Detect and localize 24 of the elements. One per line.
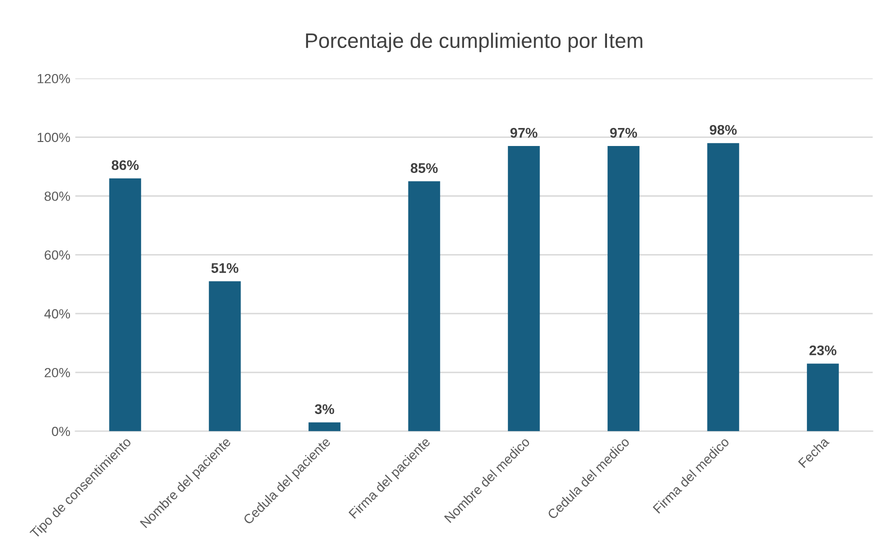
bar <box>208 281 241 432</box>
data-label: 97% <box>510 128 538 138</box>
chart-title: Porcentaje de cumplimiento por Item <box>306 32 642 52</box>
data-label: 86% <box>112 160 139 170</box>
data-label: 97% <box>610 128 638 138</box>
bar <box>109 178 142 432</box>
bar <box>508 146 540 432</box>
y-tick-label: 0% <box>52 426 70 436</box>
bar <box>308 422 340 432</box>
y-tick-label: 100% <box>38 132 70 142</box>
bar <box>408 181 440 432</box>
y-tick-label: 60% <box>44 250 70 260</box>
y-tick-label: 80% <box>44 192 70 201</box>
y-tick-label: 120% <box>38 74 70 84</box>
bar <box>806 364 839 432</box>
data-label: 51% <box>211 263 238 273</box>
data-label: 23% <box>809 345 836 356</box>
y-tick-label: 20% <box>44 368 70 378</box>
bar <box>608 146 640 432</box>
data-label: 85% <box>410 163 438 173</box>
data-label: 98% <box>710 124 737 135</box>
data-label: 3% <box>314 404 334 414</box>
bar <box>707 143 740 432</box>
y-tick-label: 40% <box>44 309 70 319</box>
